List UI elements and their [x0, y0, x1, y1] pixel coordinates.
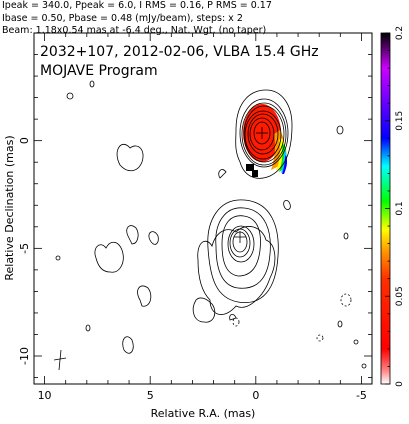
colorbar-ticks — [385, 32, 390, 385]
colorbar-tick-label: 0 — [395, 381, 405, 387]
plot-frame — [33, 32, 373, 385]
y-tick-label: -10 — [18, 347, 31, 365]
x-axis-label: Relative R.A. (mas) — [151, 407, 256, 420]
colorbar-tick-label: 0.1 — [395, 201, 405, 215]
chart-subtitle: MOJAVE Program — [40, 63, 158, 79]
colorbar-tick-label: 0.15 — [395, 111, 405, 131]
y-axis-label: Relative Declination (mas) — [3, 135, 16, 280]
header-line-3: Beam: 1.18x0.54 mas at -6.4 deg., Nat. W… — [2, 25, 267, 36]
x-tick-label: 10 — [38, 389, 52, 402]
header-line-2: Ibase = 0.50, Pbase = 0.48 (mJy/beam), s… — [2, 12, 243, 24]
component-markers — [234, 127, 268, 243]
colorbar-tick-label: 0.2 — [395, 26, 405, 40]
axis-ticks — [34, 32, 372, 384]
header-line-1: Ipeak = 340.0, Ppeak = 6.0, I RMS = 0.16… — [2, 0, 272, 11]
contours — [55, 80, 367, 369]
colorbar-tick-label: 0.05 — [395, 286, 405, 306]
chart-title: 2032+107, 2012-02-06, VLBA 15.4 GHz — [40, 44, 319, 60]
beam-marker — [53, 349, 67, 371]
y-tick-label: -5 — [18, 243, 31, 254]
header: Ipeak = 340.0, Ppeak = 6.0, I RMS = 0.16… — [2, 0, 407, 38]
x-tick-label: -5 — [356, 389, 367, 402]
y-tick-label: 0 — [18, 137, 31, 144]
x-tick-label: 5 — [147, 389, 154, 402]
axis-tick-labels: 10 5 0 -5 0 -5 -10 — [18, 137, 367, 402]
x-tick-label: 0 — [252, 389, 259, 402]
colorbar-tick-labels: 0 0.05 0.1 0.15 0.2 — [395, 26, 405, 387]
